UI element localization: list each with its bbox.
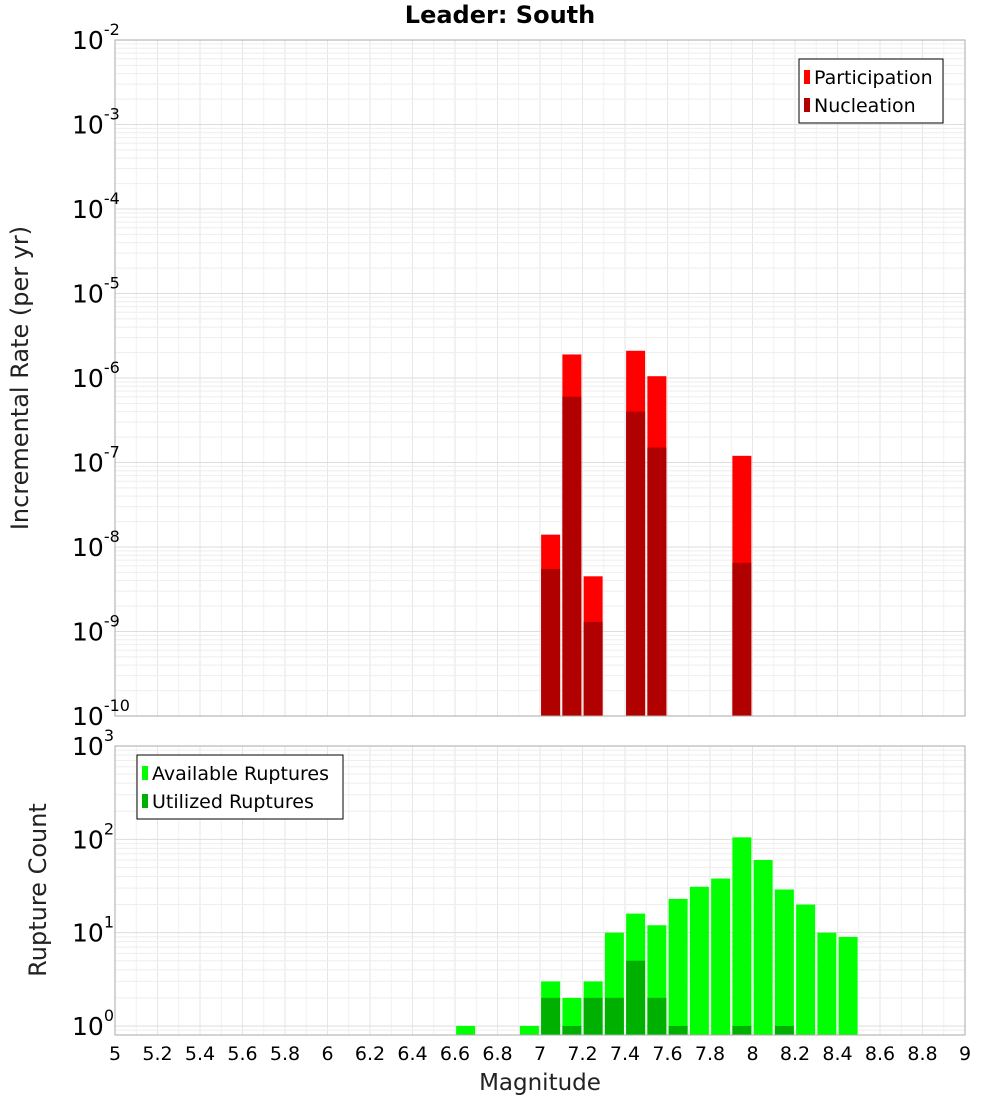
- legend-label: Utilized Ruptures: [152, 791, 314, 813]
- bar-rate-b: [732, 562, 752, 716]
- bar-count-a: [711, 878, 731, 1035]
- bar-count-a: [838, 936, 858, 1035]
- bottom-plot-border: [114, 745, 966, 1036]
- x-tick-label: 5: [109, 1043, 121, 1065]
- x-tick-label: 8.4: [822, 1043, 852, 1065]
- x-tick-label: 6: [321, 1043, 333, 1065]
- x-tick-label: 6.4: [397, 1043, 427, 1065]
- x-tick-label: 7.4: [610, 1043, 640, 1065]
- bar-count-b: [562, 1025, 582, 1035]
- x-tick-label: 8.8: [907, 1043, 937, 1065]
- bar-count-a: [562, 997, 582, 1035]
- x-tick-label: 5.6: [227, 1043, 257, 1065]
- x-axis-label: Magnitude: [479, 1070, 601, 1096]
- bar-rate-b: [562, 396, 582, 716]
- x-tick-label: 8.6: [865, 1043, 895, 1065]
- top-panel: 10-10 10-9 10-8 10-7 10-6 10-5 10-4 10-3 10-2 In…: [6, 20, 966, 731]
- y-tick-label: 10-6: [72, 358, 120, 393]
- x-tick-label: 5.4: [185, 1043, 215, 1065]
- legend-swatch: [142, 794, 148, 808]
- top-bars: [541, 350, 752, 716]
- top-legend: Participation Nucleation: [798, 58, 944, 124]
- bar-count-b: [774, 1025, 794, 1035]
- bar-count-a: [456, 1025, 476, 1035]
- bar-count-b: [668, 1025, 688, 1035]
- bar-rate-b: [626, 411, 646, 716]
- bar-count-b: [583, 997, 603, 1035]
- x-tick-label: 5.2: [142, 1043, 172, 1065]
- y-tick-label: 102: [72, 819, 114, 854]
- top-plot-border: [114, 39, 966, 717]
- bar-count-b: [541, 997, 561, 1035]
- bar-count-a: [519, 1025, 539, 1035]
- x-tick-label: 7: [534, 1043, 546, 1065]
- legend-swatch: [804, 98, 810, 112]
- bottom-y-ticks: 100 101 102 103: [72, 726, 114, 1041]
- bar-rate-b: [647, 447, 667, 716]
- x-tick-label: 6.8: [482, 1043, 512, 1065]
- bottom-y-axis-label: Rupture Count: [24, 803, 52, 977]
- legend-label: Available Ruptures: [152, 763, 329, 785]
- bar-count-b: [647, 997, 667, 1035]
- y-tick-label: 10-5: [72, 274, 120, 309]
- bar-count-a: [774, 889, 794, 1035]
- bar-count-a: [796, 904, 816, 1035]
- bar-count-a: [817, 932, 837, 1035]
- y-tick-label: 103: [72, 726, 114, 761]
- x-tick-label: 9: [959, 1043, 971, 1065]
- top-y-ticks: 10-10 10-9 10-8 10-7 10-6 10-5 10-4 10-3 10-2: [72, 20, 130, 731]
- y-tick-label: 10-10: [72, 696, 130, 731]
- legend-swatch: [142, 766, 148, 780]
- bar-rate-b: [583, 621, 603, 716]
- x-ticks: 5 5.2 5.4 5.6 5.8 6 6.2 6.4 6.6 6.8 7 7.2 7.4 7.6 7.8 8…: [109, 1043, 971, 1065]
- y-tick-label: 10-2: [72, 20, 120, 55]
- bar-count-b: [626, 960, 646, 1035]
- x-tick-label: 7.6: [652, 1043, 682, 1065]
- bar-count-b: [732, 1025, 752, 1035]
- x-tick-label: 7.8: [695, 1043, 725, 1065]
- top-grid: [114, 39, 966, 717]
- x-tick-label: 8: [746, 1043, 758, 1065]
- legend-swatch: [804, 70, 810, 84]
- x-tick-label: 5.8: [270, 1043, 300, 1065]
- y-tick-label: 10-3: [72, 105, 120, 140]
- bar-count-a: [668, 898, 688, 1035]
- y-tick-label: 10-8: [72, 527, 120, 562]
- legend-box: [136, 754, 344, 820]
- legend-box: [798, 58, 944, 124]
- chart-title: Leader: South: [405, 1, 595, 29]
- bottom-panel: 100 101 102 103 Rupture Count Available Rup…: [24, 726, 966, 1041]
- bottom-bars: [456, 837, 858, 1035]
- x-tick-label: 8.2: [780, 1043, 810, 1065]
- y-tick-label: 100: [72, 1006, 114, 1041]
- y-tick-label: 10-4: [72, 189, 120, 224]
- legend-label: Nucleation: [814, 95, 916, 117]
- bar-count-b: [604, 997, 624, 1035]
- bottom-legend: Available Ruptures Utilized Ruptures: [136, 754, 344, 820]
- bar-count-a: [689, 886, 709, 1035]
- top-y-axis-label: Incremental Rate (per yr): [6, 226, 34, 530]
- x-tick-label: 6.6: [440, 1043, 470, 1065]
- bar-rate-b: [541, 568, 561, 716]
- y-tick-label: 10-7: [72, 443, 120, 478]
- x-tick-label: 6.2: [355, 1043, 385, 1065]
- x-tick-label: 7.2: [567, 1043, 597, 1065]
- y-tick-label: 10-9: [72, 612, 120, 647]
- y-tick-label: 101: [72, 913, 114, 948]
- bar-count-a: [732, 837, 752, 1035]
- bar-count-a: [753, 860, 773, 1035]
- legend-label: Participation: [814, 67, 933, 89]
